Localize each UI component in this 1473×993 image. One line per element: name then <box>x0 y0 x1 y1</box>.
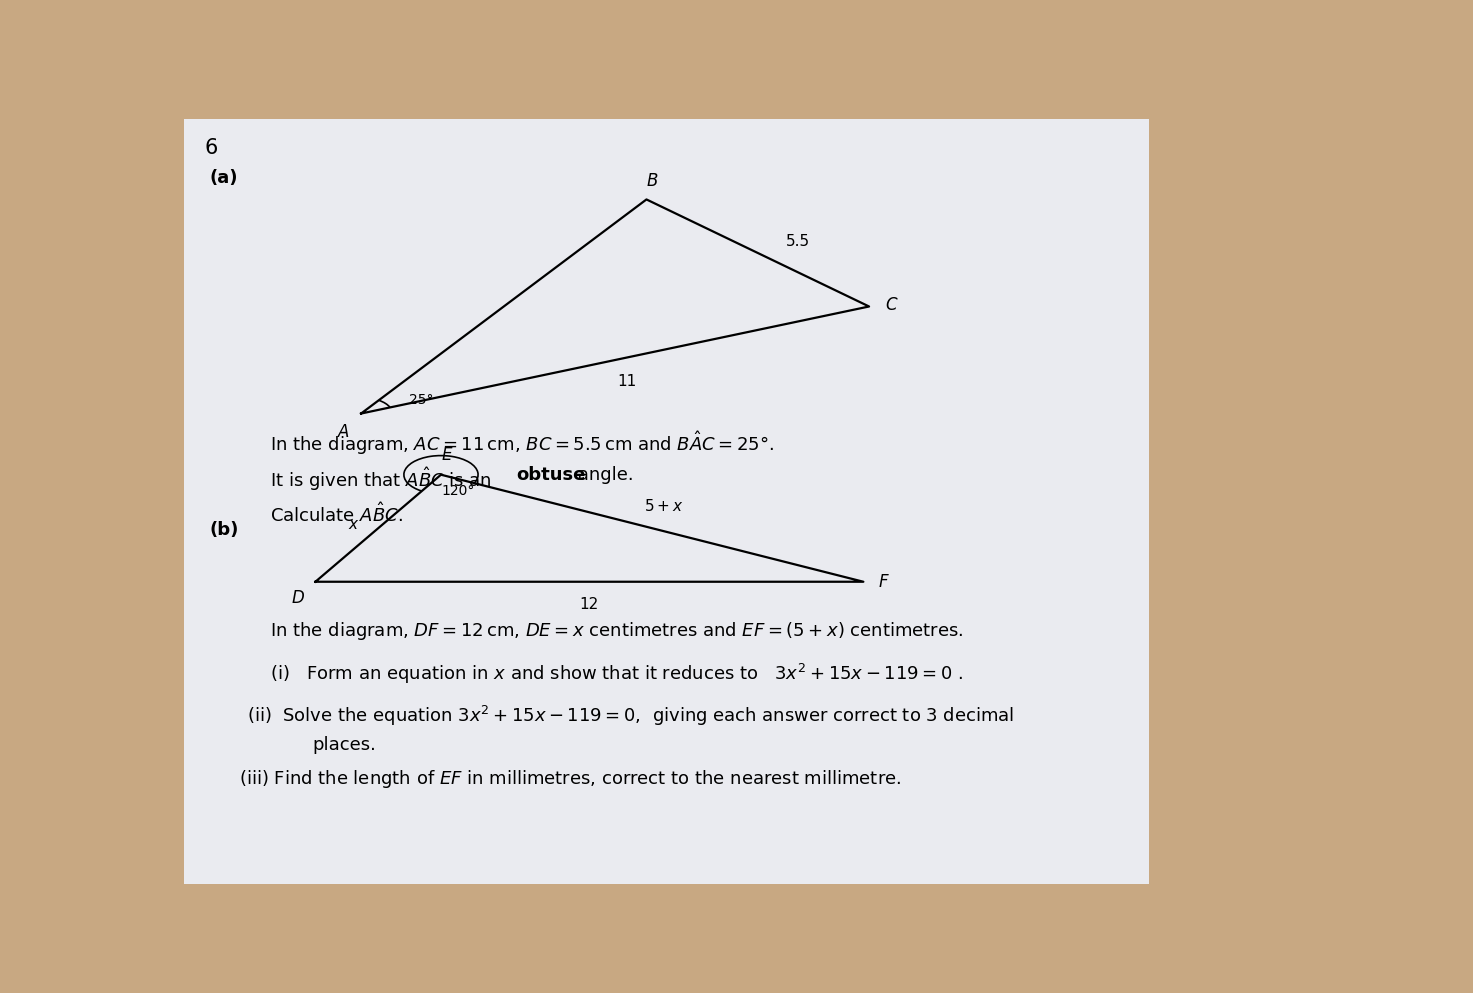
Text: x: x <box>349 517 358 532</box>
Text: F: F <box>878 573 888 591</box>
Text: angle.: angle. <box>573 466 633 484</box>
Text: (b): (b) <box>209 520 239 538</box>
Text: (iii) Find the length of $EF$ in millimetres, correct to the nearest millimetre.: (iii) Find the length of $EF$ in millime… <box>239 769 901 790</box>
Text: (a): (a) <box>209 169 237 187</box>
Text: $5 + x$: $5 + x$ <box>644 498 683 514</box>
Text: 120°: 120° <box>440 484 474 497</box>
Text: 5.5: 5.5 <box>787 234 810 249</box>
Text: E: E <box>442 446 452 464</box>
Text: 6: 6 <box>205 138 218 158</box>
Text: 11: 11 <box>617 373 636 389</box>
Text: places.: places. <box>312 736 376 755</box>
Text: 25°: 25° <box>409 393 433 407</box>
Text: Calculate $A\hat{B}C$.: Calculate $A\hat{B}C$. <box>270 502 402 526</box>
Text: C: C <box>885 296 897 314</box>
Text: (ii)  Solve the equation $3x^2 + 15x - 119 = 0$,  giving each answer correct to : (ii) Solve the equation $3x^2 + 15x - 11… <box>247 704 1015 728</box>
FancyBboxPatch shape <box>184 119 1149 884</box>
Text: 12: 12 <box>580 597 600 612</box>
Text: B: B <box>647 172 658 191</box>
Text: A: A <box>339 423 349 441</box>
Text: In the diagram, $DF = 12\,\mathrm{cm}$, $DE = x$ centimetres and $EF = (5 + x)$ : In the diagram, $DF = 12\,\mathrm{cm}$, … <box>270 620 963 642</box>
Text: (i)   Form an equation in $x$ and show that it reduces to   $3x^2 + 15x - 119 = : (i) Form an equation in $x$ and show tha… <box>270 662 963 686</box>
Text: In the diagram, $AC = 11\,\mathrm{cm}$, $BC = 5.5\,\mathrm{cm}$ and $B\hat{A}C =: In the diagram, $AC = 11\,\mathrm{cm}$, … <box>270 429 773 457</box>
Text: obtuse: obtuse <box>517 466 586 484</box>
Text: D: D <box>292 590 303 608</box>
Text: It is given that $A\hat{B}C$ is an: It is given that $A\hat{B}C$ is an <box>270 466 493 494</box>
